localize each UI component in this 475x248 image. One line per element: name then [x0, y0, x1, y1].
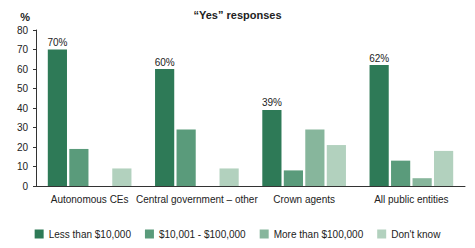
svg-text:50: 50	[17, 83, 29, 94]
svg-text:All public entities: All public entities	[374, 194, 448, 205]
svg-text:%: %	[20, 11, 30, 23]
svg-text:60: 60	[17, 64, 29, 75]
svg-text:60%: 60%	[155, 57, 175, 68]
svg-text:80: 80	[17, 25, 29, 36]
svg-text:0: 0	[22, 181, 28, 192]
svg-text:$10,001 - $100,000: $10,001 - $100,000	[159, 229, 246, 240]
svg-text:10: 10	[17, 161, 29, 172]
svg-text:Central government – other: Central government – other	[136, 194, 258, 205]
svg-text:70: 70	[17, 44, 29, 55]
svg-text:39%: 39%	[262, 97, 282, 108]
svg-text:62%: 62%	[369, 53, 389, 64]
svg-text:Crown agents: Crown agents	[273, 194, 335, 205]
svg-text:70%: 70%	[47, 37, 67, 48]
svg-text:More than $100,000: More than $100,000	[274, 229, 364, 240]
svg-text:Don't know: Don't know	[391, 229, 441, 240]
svg-text:30: 30	[17, 122, 29, 133]
svg-text:20: 20	[17, 142, 29, 153]
svg-text:“Yes” responses: “Yes” responses	[193, 9, 281, 21]
svg-text:40: 40	[17, 103, 29, 114]
svg-text:Less than $10,000: Less than $10,000	[49, 229, 132, 240]
svg-text:Autonomous CEs: Autonomous CEs	[51, 194, 129, 205]
